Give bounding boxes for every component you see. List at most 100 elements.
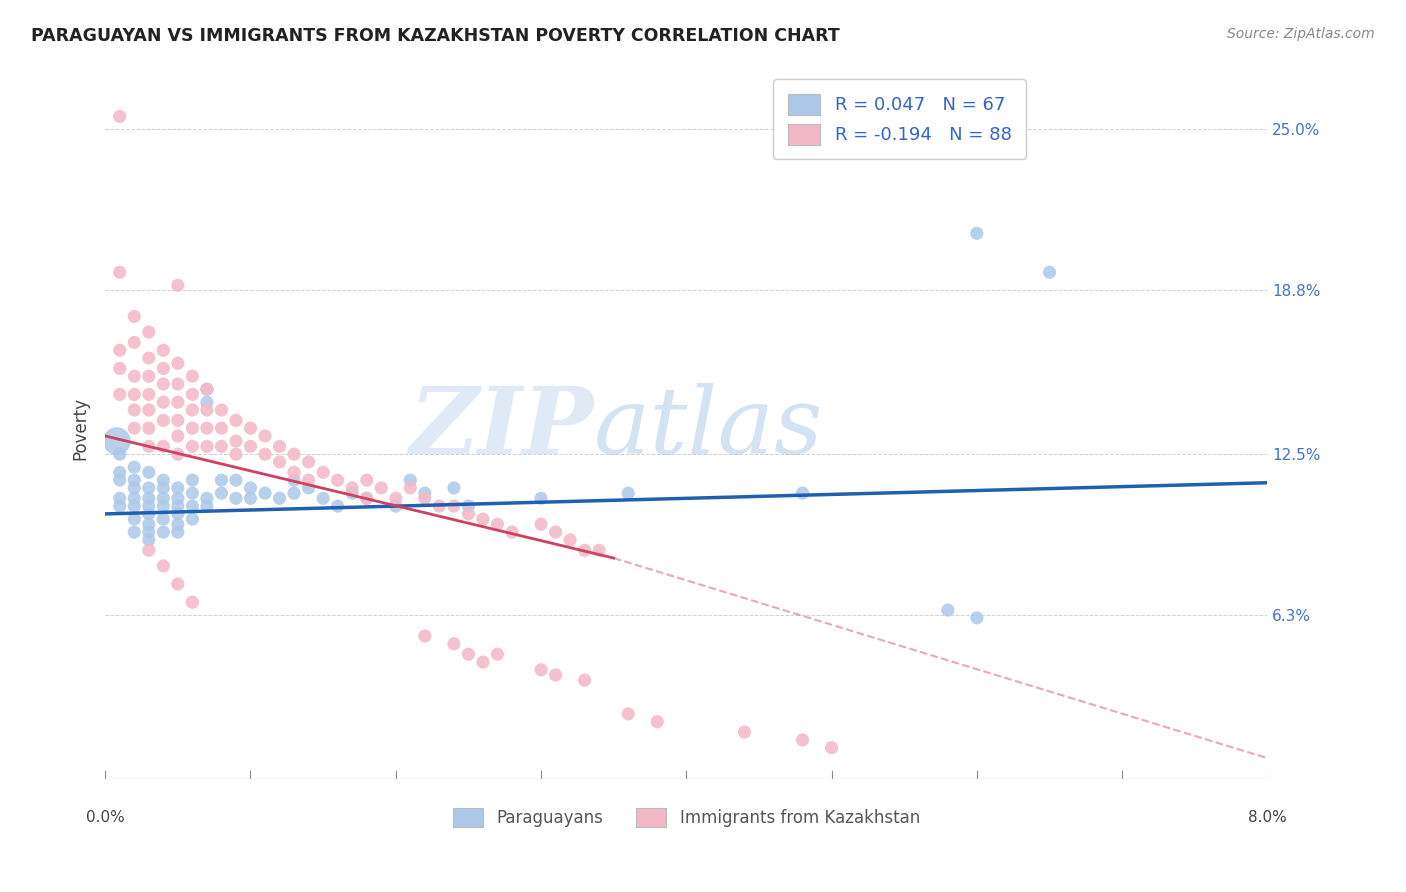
Point — [166, 507, 188, 521]
Point — [283, 447, 305, 461]
Point — [356, 473, 378, 487]
Point — [195, 499, 218, 513]
Point — [181, 369, 204, 384]
Point — [283, 466, 305, 480]
Point — [166, 447, 188, 461]
Point — [413, 629, 436, 643]
Point — [122, 310, 145, 324]
Point — [108, 361, 131, 376]
Point — [225, 413, 247, 427]
Point — [166, 577, 188, 591]
Point — [181, 403, 204, 417]
Point — [108, 110, 131, 124]
Point — [181, 595, 204, 609]
Point — [138, 325, 160, 339]
Point — [108, 447, 131, 461]
Point — [427, 499, 450, 513]
Point — [166, 395, 188, 409]
Point — [166, 525, 188, 540]
Point — [122, 421, 145, 435]
Point — [166, 517, 188, 532]
Point — [239, 439, 262, 453]
Point — [269, 455, 291, 469]
Point — [209, 473, 232, 487]
Point — [370, 481, 392, 495]
Point — [138, 499, 160, 513]
Point — [138, 466, 160, 480]
Point — [138, 369, 160, 384]
Point — [269, 439, 291, 453]
Point — [413, 486, 436, 500]
Point — [122, 481, 145, 495]
Point — [108, 466, 131, 480]
Point — [138, 439, 160, 453]
Point — [166, 377, 188, 392]
Point — [792, 733, 814, 747]
Point — [574, 673, 596, 688]
Point — [399, 473, 422, 487]
Point — [297, 473, 319, 487]
Point — [1038, 265, 1060, 279]
Point — [966, 611, 988, 625]
Point — [617, 486, 640, 500]
Point — [326, 473, 349, 487]
Point — [195, 395, 218, 409]
Point — [122, 387, 145, 401]
Point — [544, 668, 567, 682]
Point — [733, 725, 755, 739]
Point — [269, 491, 291, 506]
Point — [239, 421, 262, 435]
Point — [530, 663, 553, 677]
Point — [530, 491, 553, 506]
Point — [471, 655, 494, 669]
Y-axis label: Poverty: Poverty — [72, 397, 89, 459]
Point — [457, 499, 479, 513]
Point — [326, 499, 349, 513]
Point — [195, 382, 218, 396]
Point — [588, 543, 610, 558]
Point — [283, 473, 305, 487]
Point — [138, 351, 160, 365]
Point — [443, 481, 465, 495]
Point — [122, 525, 145, 540]
Point — [138, 543, 160, 558]
Point — [225, 447, 247, 461]
Point — [574, 543, 596, 558]
Point — [195, 382, 218, 396]
Point — [166, 413, 188, 427]
Point — [471, 512, 494, 526]
Text: atlas: atlas — [593, 384, 823, 473]
Point — [239, 481, 262, 495]
Point — [225, 434, 247, 449]
Point — [166, 429, 188, 443]
Point — [297, 481, 319, 495]
Point — [152, 413, 174, 427]
Point — [108, 473, 131, 487]
Point — [340, 481, 363, 495]
Point — [166, 481, 188, 495]
Point — [181, 421, 204, 435]
Point — [457, 507, 479, 521]
Point — [936, 603, 959, 617]
Point — [166, 499, 188, 513]
Point — [966, 227, 988, 241]
Point — [253, 429, 276, 443]
Point — [122, 473, 145, 487]
Point — [152, 512, 174, 526]
Point — [152, 525, 174, 540]
Point — [138, 403, 160, 417]
Text: ZIP: ZIP — [409, 384, 593, 473]
Point — [138, 481, 160, 495]
Point — [253, 447, 276, 461]
Point — [457, 647, 479, 661]
Point — [138, 507, 160, 521]
Point — [152, 491, 174, 506]
Point — [122, 335, 145, 350]
Point — [138, 421, 160, 435]
Point — [138, 387, 160, 401]
Point — [486, 517, 509, 532]
Point — [152, 481, 174, 495]
Point — [108, 343, 131, 358]
Point — [108, 265, 131, 279]
Point — [166, 491, 188, 506]
